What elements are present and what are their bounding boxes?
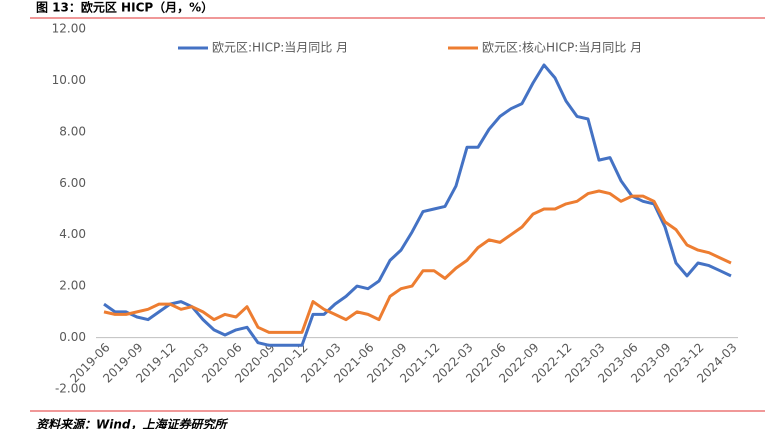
source: 资料来源：Wind，上海证券研究所 (36, 418, 228, 429)
y-tick-label: -2.00 (55, 382, 86, 396)
y-tick-label: 0.00 (59, 330, 86, 344)
series-line (103, 63, 732, 347)
y-tick-label: 4.00 (59, 227, 86, 241)
y-tick-label: 6.00 (59, 176, 86, 190)
series-line (103, 189, 732, 334)
y-tick-label: 2.00 (59, 279, 86, 293)
y-tick-label: 12.00 (52, 22, 86, 36)
chart-title: 图 13：欧元区 HICP（月，%） (36, 0, 213, 15)
legend-label: 欧元区:HICP:当月同比 月 (212, 41, 348, 55)
legend-label: 欧元区:核心HICP:当月同比 月 (482, 41, 642, 55)
y-tick-label: 10.00 (52, 73, 86, 87)
y-tick-label: 8.00 (59, 124, 86, 138)
